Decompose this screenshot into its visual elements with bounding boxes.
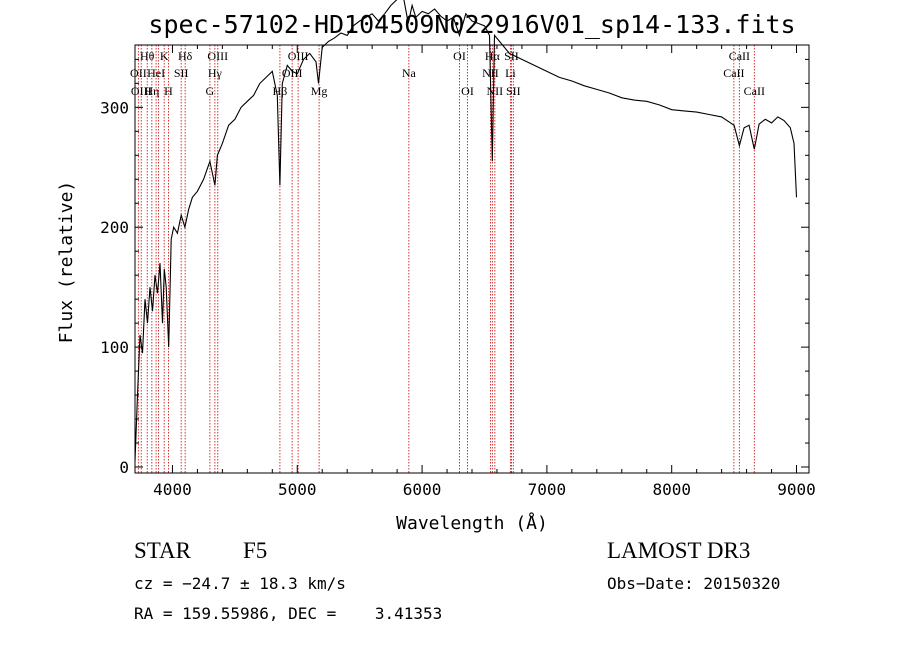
line-label: Hθ <box>140 49 155 63</box>
line-label: K <box>160 49 169 63</box>
plot-frame <box>134 44 810 474</box>
y-axis: 0 100 200 300 <box>100 58 809 477</box>
x-tick-label: 5000 <box>278 480 317 499</box>
line-label: Hγ <box>208 66 223 80</box>
x-tick-label: 7000 <box>528 480 567 499</box>
line-label: Mg <box>311 84 328 98</box>
line-label: SII <box>504 49 519 63</box>
line-label: HeI <box>147 66 165 80</box>
y-tick-label: 200 <box>100 218 129 237</box>
y-tick-label: 100 <box>100 338 129 357</box>
line-label: G <box>206 84 215 98</box>
spectral-subclass: F5 <box>243 538 268 563</box>
obs-date: Obs−Date: 20150320 <box>607 574 781 593</box>
line-label: SII <box>506 84 521 98</box>
x-axis: 4000 5000 6000 7000 8000 9000 <box>153 45 816 499</box>
object-type: STAR <box>134 538 191 563</box>
y-tick-label: 0 <box>119 458 129 477</box>
survey-name: LAMOST DR3 <box>607 538 751 563</box>
spectral-line-labels: OIIOIIIHθHηHeIKHSIIHδGHγOIIIHβOIIIOIIIMg… <box>130 49 765 98</box>
redshift-cz: cz = −24.7 ± 18.3 km/s <box>134 574 346 593</box>
line-label: Li <box>505 66 516 80</box>
line-label: Na <box>402 66 417 80</box>
line-label: OI <box>453 49 466 63</box>
line-label: CaII <box>744 84 765 98</box>
line-label: Hδ <box>178 49 193 63</box>
line-label: Hβ <box>273 84 288 98</box>
coordinates: RA = 159.55986, DEC = 3.41353 <box>134 604 443 623</box>
line-label: Hη <box>144 84 159 98</box>
line-label: NII <box>487 84 504 98</box>
line-label: OII <box>130 66 147 80</box>
y-tick-label: 300 <box>100 98 129 117</box>
line-label: Hα <box>485 49 501 63</box>
line-label: CaII <box>723 66 744 80</box>
chart-title: spec-57102-HD104509N022916V01_sp14-133.f… <box>148 10 795 39</box>
x-tick-label: 9000 <box>777 480 816 499</box>
x-axis-label: Wavelength (Å) <box>396 512 548 534</box>
line-label: CaII <box>729 49 750 63</box>
line-label: OI <box>461 84 474 98</box>
x-tick-label: 8000 <box>652 480 691 499</box>
spectrum-line <box>134 0 798 462</box>
line-label: OIII <box>288 49 309 63</box>
line-label: H <box>164 84 173 98</box>
line-label: OIII <box>207 49 228 63</box>
line-label: OIII <box>282 66 303 80</box>
x-tick-label: 6000 <box>403 480 442 499</box>
y-axis-label: Flux (relative) <box>56 181 77 344</box>
line-label: OIII <box>131 84 152 98</box>
line-label: SII <box>174 66 189 80</box>
x-tick-label: 4000 <box>153 480 192 499</box>
spectral-line-markers <box>137 45 755 473</box>
